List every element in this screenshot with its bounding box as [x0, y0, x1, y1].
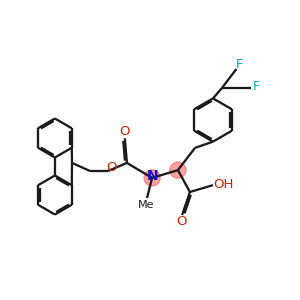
Circle shape — [144, 170, 160, 186]
Text: O: O — [106, 160, 117, 174]
Text: OH: OH — [213, 178, 234, 191]
Text: O: O — [176, 215, 187, 228]
Text: F: F — [252, 80, 260, 93]
Text: F: F — [236, 58, 243, 71]
Text: N: N — [146, 169, 158, 183]
Text: Me: Me — [138, 200, 155, 210]
Text: O: O — [119, 125, 130, 138]
Circle shape — [170, 162, 186, 178]
